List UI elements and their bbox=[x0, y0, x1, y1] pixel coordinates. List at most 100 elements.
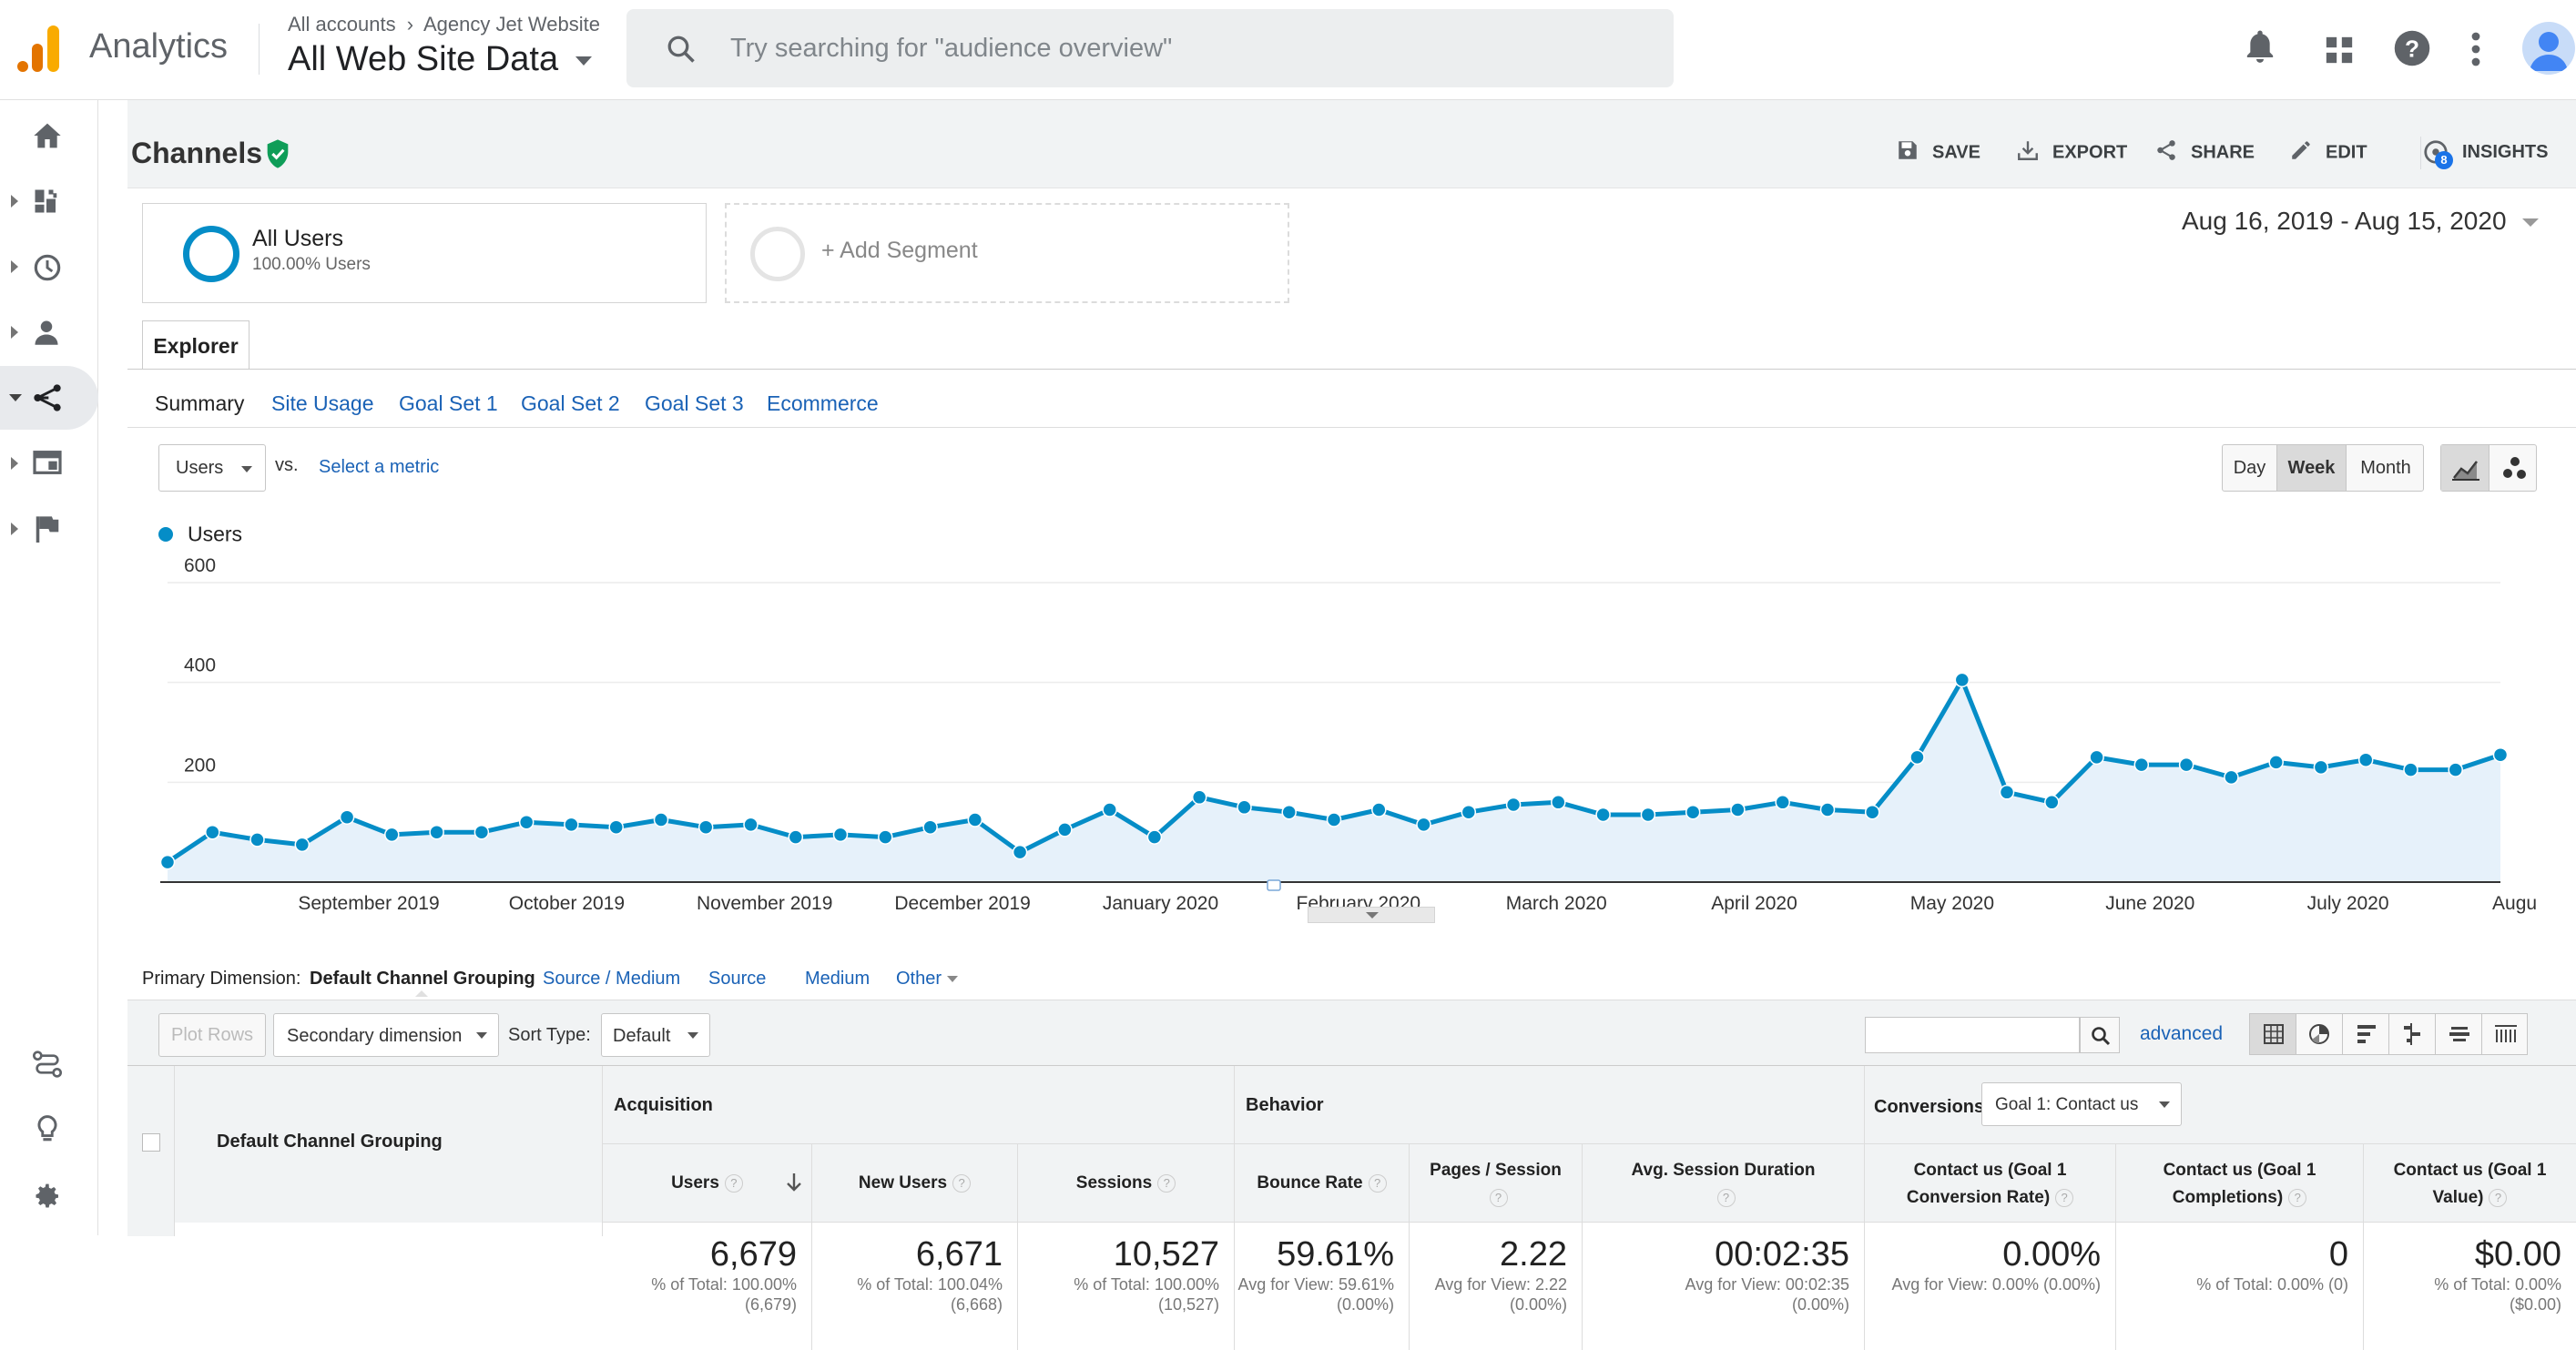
date-range-picker[interactable]: Aug 16, 2019 - Aug 15, 2020 bbox=[2182, 207, 2564, 243]
table-search-button[interactable] bbox=[2080, 1017, 2120, 1053]
subtab-goal-set-3[interactable]: Goal Set 3 bbox=[645, 391, 744, 415]
column-header[interactable]: New Users? bbox=[812, 1144, 1018, 1223]
column-header-label-line2: Completions) bbox=[2172, 1188, 2284, 1207]
dimension-source-medium[interactable]: Source / Medium bbox=[543, 969, 681, 989]
nav-discover[interactable] bbox=[0, 1098, 98, 1162]
granularity-day[interactable]: Day bbox=[2223, 445, 2277, 491]
dimension-source[interactable]: Source bbox=[708, 969, 767, 989]
nav-acquisition[interactable] bbox=[0, 366, 98, 430]
notifications-icon[interactable] bbox=[2242, 27, 2278, 72]
caret-down-icon bbox=[687, 1032, 698, 1039]
help-icon[interactable]: ? bbox=[1489, 1188, 1508, 1207]
term-cloud-view-icon[interactable] bbox=[2436, 1014, 2482, 1054]
help-icon[interactable]: ? bbox=[2393, 29, 2431, 72]
sort-descending-icon[interactable] bbox=[784, 1172, 804, 1199]
series-area-users bbox=[168, 679, 2500, 882]
column-header[interactable]: Contact us (Goal 1 Value)? bbox=[2364, 1144, 2576, 1223]
apps-grid-icon[interactable] bbox=[2324, 35, 2355, 70]
advanced-filter-link[interactable]: advanced bbox=[2140, 1023, 2224, 1044]
dimension-column-header[interactable]: Default Channel Grouping bbox=[175, 1066, 603, 1223]
total-subtext-2: (0.00%) bbox=[1791, 1295, 1849, 1314]
subtab-ecommerce[interactable]: Ecommerce bbox=[767, 391, 879, 415]
export-button[interactable]: EXPORT bbox=[2016, 138, 2127, 166]
help-icon[interactable]: ? bbox=[952, 1173, 972, 1193]
y-tick-label: 400 bbox=[184, 655, 216, 676]
plot-rows-button[interactable]: Plot Rows bbox=[158, 1013, 266, 1057]
subtab-site-usage[interactable]: Site Usage bbox=[271, 391, 374, 415]
totals-cell: 10,527% of Total: 100.00% (10,527) bbox=[1018, 1223, 1235, 1350]
analytics-logo[interactable] bbox=[16, 24, 62, 73]
data-point-users bbox=[2133, 756, 2150, 773]
nav-realtime[interactable] bbox=[0, 235, 98, 299]
bar-view-icon[interactable] bbox=[2343, 1014, 2389, 1054]
help-icon[interactable]: ? bbox=[2489, 1188, 2508, 1207]
breadcrumb-property[interactable]: Agency Jet Website bbox=[423, 13, 601, 36]
total-value: 0 bbox=[2328, 1235, 2348, 1274]
nav-audience[interactable] bbox=[0, 300, 98, 364]
view-selector[interactable]: All Web Site Data bbox=[288, 40, 592, 79]
edit-button[interactable]: EDIT bbox=[2289, 138, 2367, 166]
help-icon[interactable]: ? bbox=[724, 1173, 743, 1193]
data-point-users bbox=[1909, 749, 1925, 766]
subtab-goal-set-2[interactable]: Goal Set 2 bbox=[521, 391, 620, 415]
total-value: 10,527 bbox=[1113, 1235, 1219, 1274]
dimension-medium[interactable]: Medium bbox=[805, 969, 871, 989]
motion-chart-icon[interactable] bbox=[2489, 445, 2538, 491]
nav-attribution[interactable] bbox=[0, 1032, 98, 1096]
nav-conversions[interactable] bbox=[0, 497, 98, 561]
pie-view-icon[interactable] bbox=[2296, 1014, 2343, 1054]
secondary-dimension-select[interactable]: Secondary dimension bbox=[273, 1013, 499, 1057]
help-icon[interactable]: ? bbox=[2288, 1188, 2307, 1207]
column-header[interactable]: Users? bbox=[603, 1144, 812, 1223]
granularity-month[interactable]: Month bbox=[2360, 458, 2411, 478]
insights-button[interactable]: 8 INSIGHTS bbox=[2422, 138, 2575, 175]
save-button[interactable]: SAVE bbox=[1896, 138, 1980, 166]
metric-select[interactable]: Users bbox=[158, 444, 266, 492]
line-chart-icon[interactable] bbox=[2441, 445, 2489, 491]
subtab-goal-set-1[interactable]: Goal Set 1 bbox=[399, 391, 498, 415]
column-header[interactable]: Sessions? bbox=[1018, 1144, 1235, 1223]
explorer-tab[interactable]: Explorer bbox=[142, 320, 249, 370]
column-header[interactable]: Contact us (Goal 1 Conversion Rate)? bbox=[1865, 1144, 2116, 1223]
nav-behavior[interactable] bbox=[0, 431, 98, 495]
column-header[interactable]: Bounce Rate? bbox=[1235, 1144, 1410, 1223]
total-value: 6,679 bbox=[709, 1235, 797, 1274]
select-metric-link[interactable]: Select a metric bbox=[319, 457, 440, 477]
data-point-users bbox=[1775, 795, 1790, 810]
more-vert-icon[interactable] bbox=[2469, 31, 2482, 72]
goal-select[interactable]: Goal 1: Contact us bbox=[1981, 1082, 2182, 1126]
column-header[interactable]: Contact us (Goal 1 Completions)? bbox=[2116, 1144, 2364, 1223]
help-icon[interactable]: ? bbox=[2055, 1188, 2074, 1207]
breadcrumb-all-accounts[interactable]: All accounts bbox=[288, 13, 396, 36]
sort-type-select[interactable]: Default bbox=[601, 1013, 710, 1057]
primary-dimension-bar: Primary Dimension: Default Channel Group… bbox=[142, 958, 1235, 997]
pivot-view-icon[interactable] bbox=[2482, 1014, 2529, 1054]
nav-customization[interactable] bbox=[0, 169, 98, 233]
share-button[interactable]: SHARE bbox=[2154, 138, 2255, 166]
help-icon[interactable]: ? bbox=[1716, 1188, 1736, 1207]
help-icon[interactable]: ? bbox=[1368, 1173, 1387, 1193]
granularity-week[interactable]: Week bbox=[2277, 445, 2347, 491]
nav-home[interactable] bbox=[0, 104, 98, 167]
select-all-checkbox[interactable] bbox=[142, 1133, 160, 1152]
totals-cell: 0.00% Avg for View: 0.00% (0.00%) bbox=[1865, 1223, 2116, 1350]
nav-admin[interactable] bbox=[0, 1163, 98, 1227]
data-point-users bbox=[1326, 812, 1342, 827]
column-header[interactable]: Pages / Session? bbox=[1410, 1144, 1583, 1223]
table-search-input[interactable] bbox=[1865, 1017, 2080, 1053]
dimension-default-channel-grouping[interactable]: Default Channel Grouping bbox=[310, 969, 535, 989]
x-tick-label: January 2020 bbox=[1103, 893, 1218, 914]
chart-collapse-handle[interactable] bbox=[1308, 907, 1435, 923]
table-view-icon[interactable] bbox=[2250, 1014, 2296, 1054]
dimension-other[interactable]: Other bbox=[896, 969, 959, 990]
help-icon[interactable]: ? bbox=[1157, 1173, 1176, 1193]
column-header[interactable]: Avg. Session Duration? bbox=[1583, 1144, 1865, 1223]
search-box[interactable]: Try searching for "audience overview" bbox=[626, 9, 1674, 87]
avatar[interactable] bbox=[2522, 22, 2575, 75]
add-segment-button[interactable]: + Add Segment bbox=[725, 203, 1289, 303]
comparison-view-icon[interactable] bbox=[2389, 1014, 2436, 1054]
subtab-summary[interactable]: Summary bbox=[155, 391, 245, 415]
account-breadcrumb[interactable]: All accounts › Agency Jet Website bbox=[288, 13, 600, 36]
behavior-icon bbox=[33, 450, 62, 480]
segment-card-all-users[interactable]: All Users 100.00% Users bbox=[142, 203, 707, 303]
